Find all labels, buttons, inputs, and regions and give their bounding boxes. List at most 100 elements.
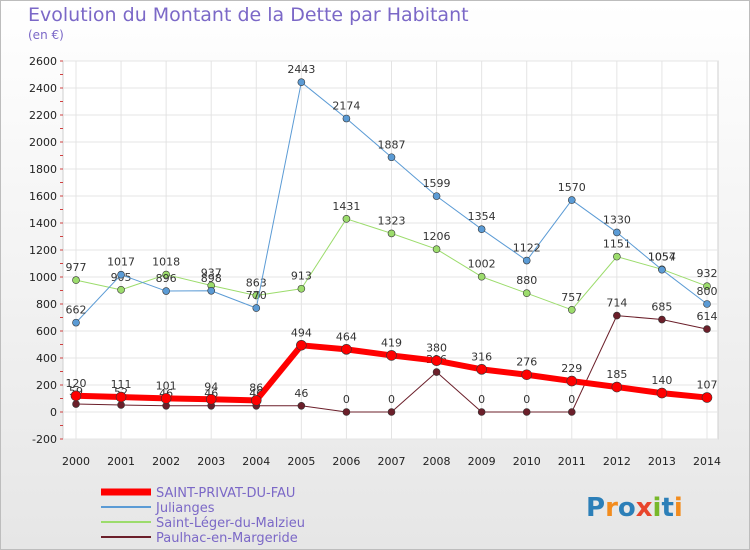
data-point: [522, 256, 531, 265]
data-point: [566, 375, 578, 387]
data-label: 1599: [423, 177, 451, 190]
data-point: [162, 270, 170, 279]
data-point: [207, 286, 216, 295]
x-tick-label: 2008: [423, 455, 451, 468]
data-point: [72, 318, 80, 327]
data-label: 1431: [332, 200, 360, 213]
data-point: [387, 408, 396, 416]
x-tick-label: 2014: [693, 455, 721, 468]
data-label: 913: [291, 270, 312, 283]
y-tick-label: 1000: [29, 271, 57, 284]
x-tick-label: 2009: [468, 455, 496, 468]
data-point: [703, 282, 711, 290]
data-point: [72, 276, 80, 284]
data-point: [297, 78, 306, 86]
data-label: 2174: [332, 100, 360, 113]
data-point: [613, 228, 621, 237]
data-label: 2443: [287, 63, 315, 76]
y-tick-label: 2400: [29, 82, 57, 95]
data-point: [252, 304, 261, 312]
data-label: 1354: [468, 210, 496, 223]
legend-label: Paulhac-en-Margeride: [156, 531, 298, 546]
data-label: 229: [561, 362, 582, 375]
data-label: 1330: [603, 213, 631, 226]
data-label: 494: [291, 326, 312, 339]
data-point: [613, 252, 621, 261]
data-label: 0: [523, 393, 530, 406]
data-label: 0: [388, 393, 395, 406]
proxiti-logo: Proxiti: [586, 493, 683, 523]
data-point: [160, 393, 172, 404]
x-tick-label: 2005: [287, 455, 315, 468]
data-point: [703, 325, 711, 333]
data-point: [341, 344, 352, 355]
data-point: [117, 286, 125, 294]
y-tick-label: 2200: [29, 109, 57, 122]
data-label: 1018: [152, 256, 180, 269]
data-label: 0: [478, 393, 485, 406]
data-point: [115, 391, 127, 403]
data-label: 880: [516, 274, 537, 287]
data-label: 111: [111, 378, 132, 391]
x-tick-label: 2012: [603, 455, 631, 468]
data-point: [387, 153, 396, 162]
data-label: 94: [204, 380, 218, 393]
data-label: 714: [606, 297, 627, 310]
x-tick-label: 2002: [152, 455, 180, 468]
data-point: [296, 340, 307, 351]
data-point: [656, 387, 668, 399]
data-label: 937: [201, 267, 222, 280]
data-label: 86: [249, 381, 263, 394]
data-label: 1017: [107, 256, 135, 269]
data-label: 662: [66, 304, 87, 317]
y-tick-label: 1800: [29, 163, 57, 176]
data-label: 1122: [513, 242, 541, 255]
data-label: 1002: [468, 258, 496, 271]
x-tick-label: 2006: [332, 455, 360, 468]
y-tick-label: 2600: [29, 55, 57, 68]
data-label: 614: [697, 310, 718, 323]
data-point: [431, 355, 442, 367]
y-tick-label: 1400: [29, 217, 57, 230]
data-point: [477, 408, 486, 416]
data-point: [432, 192, 441, 200]
data-label: 101: [156, 379, 177, 392]
data-label: 1206: [423, 230, 451, 243]
data-point: [386, 350, 397, 361]
data-label: 46: [294, 387, 308, 400]
data-label: 1570: [558, 181, 586, 194]
data-point: [658, 265, 666, 274]
y-tick-label: -200: [32, 433, 57, 446]
data-label: 1057: [648, 250, 676, 263]
data-point: [567, 196, 576, 204]
data-point: [297, 284, 306, 293]
data-point: [162, 287, 170, 295]
data-point: [387, 229, 396, 238]
y-tick-label: 0: [50, 406, 57, 419]
data-point: [477, 225, 486, 234]
data-point: [205, 394, 217, 405]
data-point: [522, 289, 531, 298]
data-label: 896: [156, 272, 177, 285]
data-point: [70, 390, 82, 402]
data-point: [342, 114, 351, 123]
y-tick-label: 1600: [29, 190, 57, 203]
data-label: 0: [568, 393, 575, 406]
data-point: [522, 408, 531, 416]
x-tick-label: 2011: [558, 455, 586, 468]
data-label: 316: [471, 350, 492, 363]
data-label: 419: [381, 336, 402, 349]
x-tick-label: 2007: [378, 455, 406, 468]
x-tick-label: 2010: [513, 455, 541, 468]
data-label: 685: [651, 301, 672, 314]
data-point: [250, 395, 262, 406]
data-label: 0: [343, 393, 350, 406]
data-label: 140: [651, 374, 672, 387]
x-tick-label: 2004: [242, 455, 270, 468]
data-label: 863: [246, 276, 267, 289]
data-label: 464: [336, 330, 357, 343]
data-label: 1323: [378, 214, 406, 227]
data-label: 757: [561, 291, 582, 304]
